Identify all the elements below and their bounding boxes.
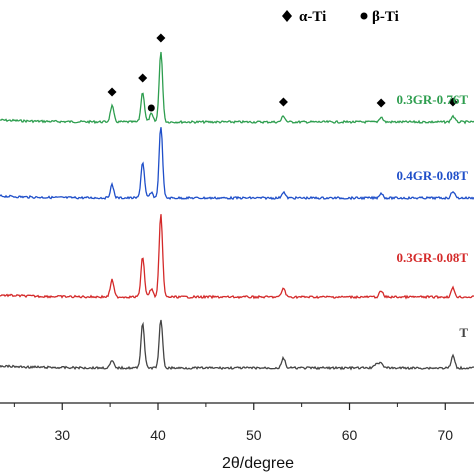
series-label-1: 0.3GR-0.76T xyxy=(397,92,469,107)
legend-alpha-label: α-Ti xyxy=(299,9,326,25)
alpha-peak-marker-6 xyxy=(376,98,386,108)
x-ticks: 30 40 50 60 70 xyxy=(13,403,453,443)
series-labels: 0.3GR-0.76T 0.4GR-0.08T 0.3GR-0.08T T xyxy=(397,92,469,340)
peak-markers xyxy=(107,33,458,112)
legend: α-Ti β-Ti xyxy=(282,9,399,25)
series-label-3: 0.3GR-0.08T xyxy=(397,250,469,265)
series-label-4: T xyxy=(459,325,468,340)
x-axis-title: 2θ/degree xyxy=(222,455,294,472)
x-tick-label-70: 70 xyxy=(437,427,453,443)
x-tick-label-50: 50 xyxy=(246,427,262,443)
series-line-2 xyxy=(0,127,474,201)
series-line-4 xyxy=(0,319,474,371)
series-layer xyxy=(0,51,474,371)
beta-peak-marker-3 xyxy=(147,104,155,112)
alpha-peak-marker-2 xyxy=(138,73,148,83)
x-axis: 30 40 50 60 70 2θ/degree xyxy=(0,402,474,472)
legend-beta-label: β-Ti xyxy=(372,9,399,25)
alpha-peak-marker-4 xyxy=(156,33,166,43)
x-tick-label-60: 60 xyxy=(342,427,358,443)
alpha-peak-marker-7 xyxy=(448,97,458,107)
series-line-1 xyxy=(0,51,474,125)
series-label-2: 0.4GR-0.08T xyxy=(397,168,469,183)
series-line-3 xyxy=(0,214,474,300)
alpha-peak-marker-5 xyxy=(278,97,288,107)
legend-circle-icon xyxy=(360,12,368,20)
x-tick-label-40: 40 xyxy=(150,427,166,443)
x-tick-label-30: 30 xyxy=(54,427,70,443)
legend-diamond-icon xyxy=(282,10,292,22)
alpha-peak-marker-1 xyxy=(107,87,117,97)
